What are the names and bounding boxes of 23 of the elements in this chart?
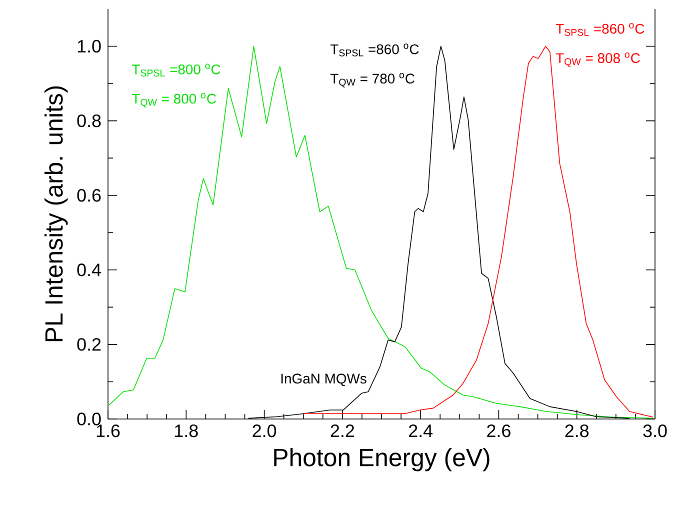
annotation: T$_{QW}$ = 800 $^{o}$C (132, 93, 216, 108)
annotation: T$_{SPSL}$ =860 $^{o}$C (330, 44, 419, 56)
x-tick-label: 2.6 (487, 424, 510, 438)
y-tick-label: 0.8 (77, 114, 101, 128)
x-tick-label: 2.4 (409, 424, 433, 438)
y-tick-label: 0.6 (77, 188, 101, 202)
annotation: InGaN MQWs (281, 374, 366, 386)
x-tick-label: 1.8 (175, 424, 198, 438)
y-tick-label: 0.2 (77, 338, 101, 351)
annotation: T$_{SPSL}$ =800 $^{o}$C (132, 64, 220, 76)
y-axis-title: PL Intensity (arb. units) (44, 86, 68, 342)
annotation: T$_{SPSL}$ =860 $^{o}$C (556, 23, 644, 36)
x-tick-label: 3.0 (643, 424, 667, 438)
x-tick-label: 1.6 (96, 424, 120, 438)
x-tick-label: 2.2 (330, 424, 354, 438)
annotation: T$_{QW}$ = 780 $^{o}$C (330, 72, 414, 88)
y-tick-label: 0.4 (77, 264, 101, 276)
y-tick-label: 0.0 (77, 412, 101, 426)
y-tick-label: 1.0 (78, 40, 101, 53)
annotation: T$_{QW}$ = 808 $^{o}$C (556, 52, 640, 67)
x-tick-label: 2.0 (252, 424, 276, 438)
x-tick-label: 2.8 (565, 424, 589, 438)
x-axis-title: Photon Energy (eV) (274, 448, 490, 472)
